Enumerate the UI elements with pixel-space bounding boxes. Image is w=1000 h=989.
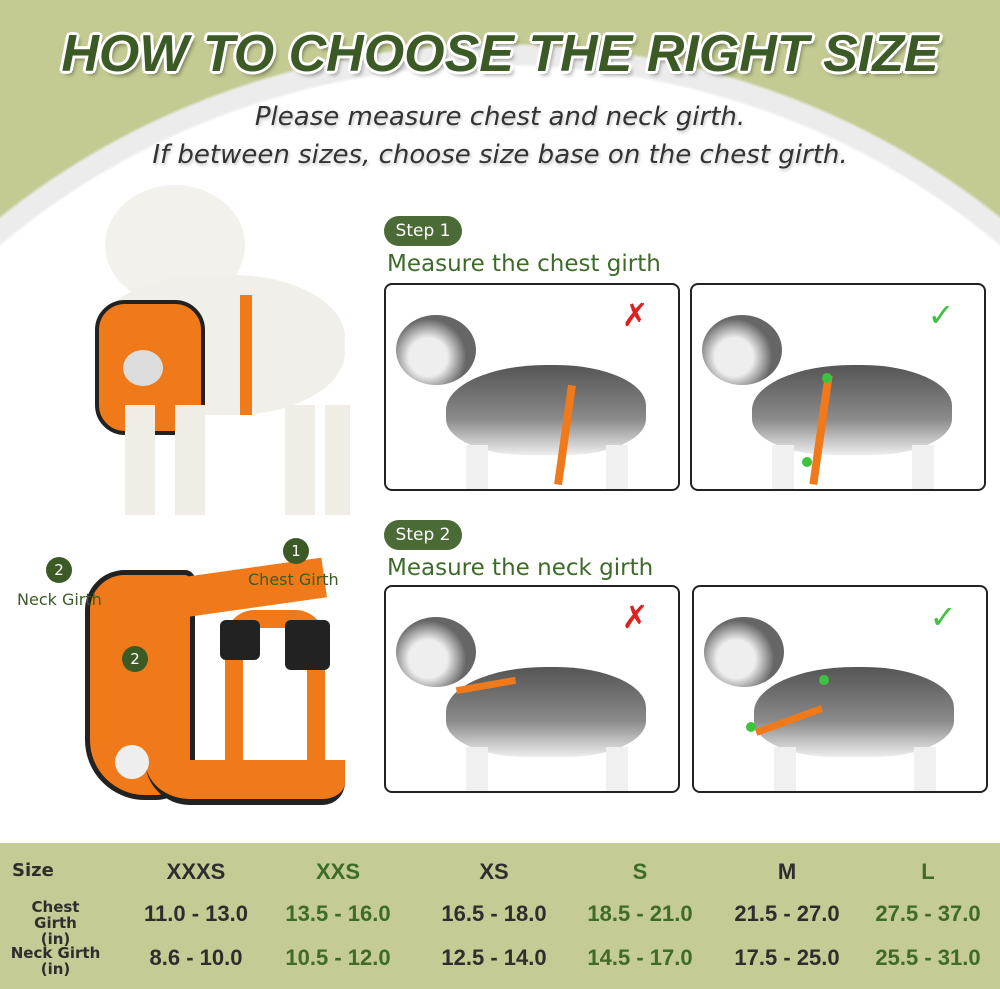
page-title: HOW TO CHOOSE THE RIGHT SIZE (61, 25, 939, 83)
chest-girth-number: 1 (283, 538, 309, 564)
harness-product-photo (85, 557, 355, 820)
size-table: Size Chest Girth (in) Neck Girth (in) XXXS… (0, 843, 1000, 989)
green-check-icon: ✓ (927, 296, 955, 334)
chest-wrong-photo: ✗ (384, 283, 680, 491)
size-header: Size (12, 860, 54, 881)
subtitle-line-1: Please measure chest and neck girth. (254, 102, 746, 132)
neck-girth-marker: 2 (122, 646, 148, 672)
neck-girth-cell: 8.6 - 10.0 (149, 945, 243, 970)
chest-girth-label: Chest Girth (248, 570, 339, 589)
step-1-badge: Step 1 (384, 216, 462, 246)
size-cell: L (921, 859, 935, 884)
step-2-badge: Step 2 (384, 520, 462, 550)
chest-girth-cell: 13.5 - 16.0 (285, 901, 391, 926)
chest-girth-cell: 18.5 - 21.0 (587, 901, 693, 926)
size-cell: XXXS (166, 859, 226, 884)
neck-girth-header: Neck Girth (in) (10, 944, 101, 978)
size-cell: XS (479, 859, 509, 884)
neck-girth-cell: 12.5 - 14.0 (441, 945, 547, 970)
red-x-icon: ✗ (621, 598, 649, 636)
chest-girth-cell: 21.5 - 27.0 (734, 901, 840, 926)
chest-girth-cell: 27.5 - 37.0 (875, 901, 981, 926)
neck-girth-number: 2 (46, 557, 72, 583)
neck-girth-cell: 10.5 - 12.0 (285, 945, 391, 970)
green-check-icon: ✓ (929, 598, 957, 636)
chest-correct-photo: ✓ (690, 283, 986, 491)
chest-girth-header: Chest Girth (in) (31, 898, 80, 948)
size-cell: XXS (315, 859, 361, 884)
step-1-text: Measure the chest girth (387, 251, 661, 277)
subtitle-line-2: If between sizes, choose size base on th… (152, 140, 848, 170)
dog-wearing-harness-photo (85, 185, 355, 520)
neck-girth-cell: 25.5 - 31.0 (875, 945, 981, 970)
size-cell: M (777, 859, 797, 884)
chest-girth-cell: 11.0 - 13.0 (144, 901, 248, 926)
neck-girth-cell: 17.5 - 25.0 (734, 945, 840, 970)
size-cell: S (632, 859, 648, 884)
neck-girth-cell: 14.5 - 17.0 (587, 945, 693, 970)
neck-correct-photo: ✓ (692, 585, 988, 793)
red-x-icon: ✗ (621, 296, 649, 334)
neck-wrong-photo: ✗ (384, 585, 680, 793)
neck-girth-label: Neck Girth (17, 590, 102, 609)
step-2-text: Measure the neck girth (387, 555, 654, 581)
chest-girth-cell: 16.5 - 18.0 (441, 901, 547, 926)
